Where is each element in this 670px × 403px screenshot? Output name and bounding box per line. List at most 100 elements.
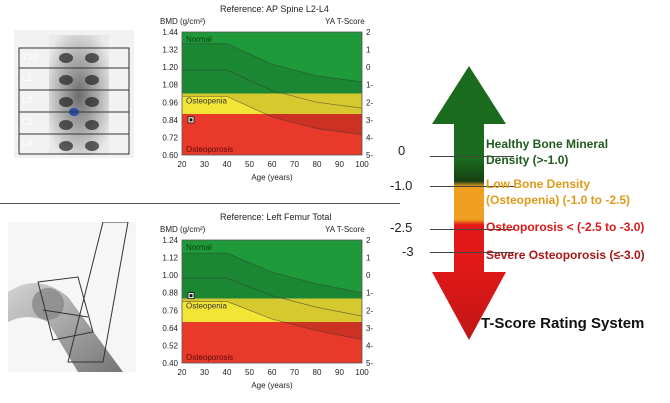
- y2-tick-label: 0: [366, 271, 371, 280]
- zone-label-osteoporosis: Osteoporosis: [186, 353, 233, 362]
- zone-label-osteopenia: Osteopenia: [186, 97, 227, 106]
- tscore-tick-0: [430, 156, 514, 157]
- scan-label-l3: L3: [22, 117, 33, 127]
- chart-title: Reference: AP Spine L2-L4: [220, 4, 329, 14]
- x-axis-label: Age (years): [251, 173, 293, 182]
- tscore-tick-minus2-5: [430, 229, 514, 230]
- zone-label-osteopenia: Osteopenia: [186, 302, 227, 311]
- reference-band: [182, 43, 362, 135]
- y2-tick-label: 2-: [366, 98, 373, 107]
- zone-osteopenia: [182, 93, 362, 114]
- tscore-tick-minus1: [430, 186, 514, 187]
- bmd-axis-label: BMD (g/cm²): [160, 225, 206, 234]
- tscore-severe-label: Severe Osteoporosis (≤-3.0): [486, 248, 645, 262]
- x-tick-label: 30: [200, 160, 209, 169]
- y2-tick-label: 1-: [366, 81, 373, 90]
- zone-label-normal: Normal: [186, 243, 212, 252]
- x-tick-label: 80: [313, 160, 322, 169]
- reference-upper-line: [182, 43, 363, 83]
- x-tick-label: 90: [335, 368, 344, 377]
- x-tick-label: 60: [268, 160, 277, 169]
- zone-normal: [182, 240, 362, 299]
- y2-tick-label: 0: [366, 63, 371, 72]
- y-tick-label: 1.00: [162, 271, 178, 280]
- y-tick-label: 1.44: [162, 28, 178, 37]
- y2-tick-label: 4-: [366, 341, 373, 350]
- tscore-number-0: 0: [398, 143, 406, 158]
- reference-upper-line: [182, 252, 363, 294]
- y-tick-label: 0.60: [162, 151, 178, 160]
- tscore-arrow: [432, 66, 506, 340]
- chart-title: Reference: Left Femur Total: [220, 212, 332, 222]
- reference-lower-line: [182, 96, 363, 135]
- y2-tick-label: 5-: [366, 151, 373, 160]
- x-tick-label: 70: [290, 368, 299, 377]
- x-tick-label: 30: [200, 368, 209, 377]
- scan-label-l1: L1: [22, 73, 33, 83]
- plot-border: [181, 239, 363, 364]
- zone-osteopenia: [182, 298, 362, 322]
- ya-tscore-label: YA T-Score: [325, 225, 365, 234]
- tscore-number-minus1: -1.0: [390, 178, 413, 193]
- x-tick-label: 90: [335, 160, 344, 169]
- y2-tick-label: 5-: [366, 359, 373, 368]
- y2-tick-label: 4-: [366, 133, 373, 142]
- y-tick-label: 1.08: [162, 81, 178, 90]
- y-tick-label: 1.12: [162, 254, 178, 263]
- ya-tscore-label: YA T-Score: [325, 17, 365, 26]
- y2-tick-label: 2-: [366, 306, 373, 315]
- y2-tick-label: 2: [366, 236, 371, 245]
- reference-lower-line: [182, 301, 363, 340]
- y-tick-label: 0.88: [162, 289, 178, 298]
- y2-tick-label: 3-: [366, 324, 373, 333]
- scan-label-l2: L2: [22, 95, 33, 105]
- tscore-number-minus3: -3: [402, 244, 414, 259]
- y-tick-label: 0.72: [162, 133, 178, 142]
- zone-label-osteoporosis: Osteoporosis: [186, 145, 233, 154]
- x-tick-label: 20: [178, 368, 187, 377]
- y-tick-label: 0.52: [162, 341, 178, 350]
- y2-tick-label: 1: [366, 46, 371, 55]
- patient-marker-dot: [189, 118, 193, 122]
- section-divider: [0, 203, 400, 204]
- x-tick-label: 70: [290, 160, 299, 169]
- zone-normal: [182, 32, 362, 94]
- patient-marker-dot: [189, 294, 193, 298]
- scan-label-t12: T12: [22, 52, 38, 62]
- tscore-osteopenia-label: Low Bone Density (Osteopenia) (-1.0 to -…: [486, 177, 631, 207]
- spine-scan-image: T12 L1 L2 L3 L4: [14, 30, 134, 158]
- scan-label-l4: L4: [22, 138, 33, 148]
- tscore-osteoporosis-label: Osteoporosis < (-2.5 to -3.0): [486, 220, 645, 234]
- reference-band: [182, 253, 362, 340]
- x-tick-label: 20: [178, 160, 187, 169]
- y-tick-label: 0.76: [162, 306, 178, 315]
- reference-mean-line: [182, 277, 363, 317]
- x-tick-label: 50: [245, 160, 254, 169]
- x-tick-label: 50: [245, 368, 254, 377]
- zone-osteoporosis: [182, 322, 362, 363]
- x-axis-label: Age (years): [251, 381, 293, 390]
- zone-osteoporosis: [182, 114, 362, 155]
- x-tick-label: 100: [355, 160, 369, 169]
- y-tick-label: 1.24: [162, 236, 178, 245]
- tscore-healthy-label: Healthy Bone Mineral Density (>-1.0): [486, 137, 609, 167]
- y-tick-label: 1.20: [162, 63, 178, 72]
- y2-tick-label: 1-: [366, 289, 373, 298]
- x-tick-label: 40: [223, 160, 232, 169]
- tscore-tick-minus3: [430, 252, 514, 253]
- bmd-axis-label: BMD (g/cm²): [160, 17, 206, 26]
- zone-label-normal: Normal: [186, 35, 212, 44]
- femur-scan-image: [8, 221, 136, 372]
- y-tick-label: 0.64: [162, 324, 178, 333]
- x-tick-label: 100: [355, 368, 369, 377]
- x-tick-label: 40: [223, 368, 232, 377]
- y2-tick-label: 3-: [366, 116, 373, 125]
- tscore-title: T-Score Rating System: [481, 315, 645, 332]
- tscore-number-minus2-5: -2.5: [390, 220, 413, 235]
- spine-bmd-chart: Normal Osteopenia Osteoporosis 1.44 1.32 1.20…: [162, 28, 373, 182]
- y-tick-label: 0.84: [162, 116, 178, 125]
- y-tick-label: 0.40: [162, 359, 178, 368]
- femur-bmd-chart: Normal Osteopenia Osteoporosis 1.24 1.12 1.00…: [162, 236, 373, 390]
- x-tick-label: 60: [268, 368, 277, 377]
- plot-border: [181, 31, 363, 156]
